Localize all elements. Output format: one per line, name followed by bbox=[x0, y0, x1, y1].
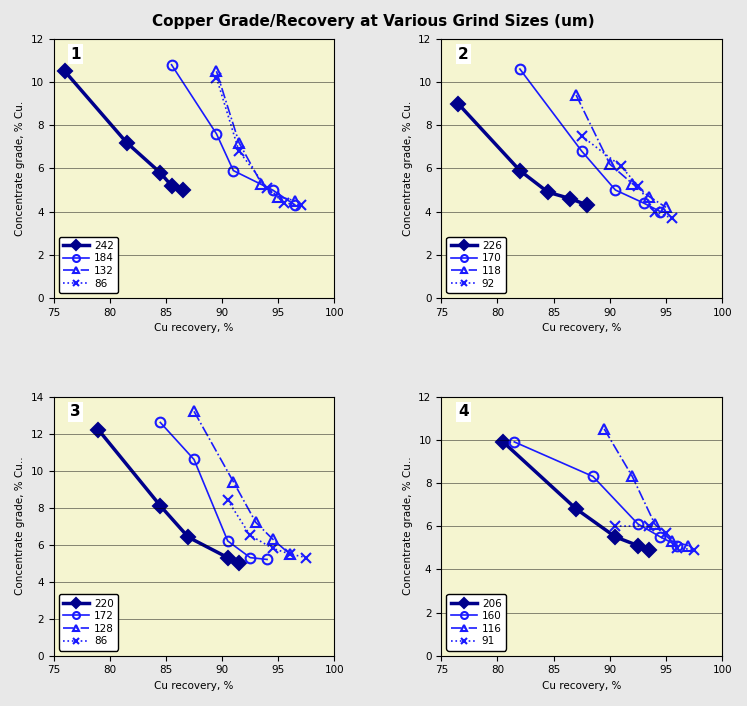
Text: 2: 2 bbox=[458, 47, 469, 61]
Y-axis label: Concentrate grade, % Cu..: Concentrate grade, % Cu.. bbox=[403, 457, 412, 595]
Text: 1: 1 bbox=[70, 47, 81, 61]
Legend: 242, 184, 132, 86: 242, 184, 132, 86 bbox=[59, 237, 118, 293]
Legend: 206, 160, 116, 91: 206, 160, 116, 91 bbox=[447, 594, 506, 650]
Text: 4: 4 bbox=[458, 405, 468, 419]
Y-axis label: Concentrate grade, % Cu.: Concentrate grade, % Cu. bbox=[403, 101, 412, 236]
Legend: 220, 172, 128, 86: 220, 172, 128, 86 bbox=[59, 594, 118, 650]
Y-axis label: Concentrate grade, % Cu.: Concentrate grade, % Cu. bbox=[15, 101, 25, 236]
Y-axis label: Concentrate grade, % Cu..: Concentrate grade, % Cu.. bbox=[15, 457, 25, 595]
Text: Copper Grade/Recovery at Various Grind Sizes (um): Copper Grade/Recovery at Various Grind S… bbox=[152, 14, 595, 29]
Text: 3: 3 bbox=[70, 405, 81, 419]
X-axis label: Cu recovery, %: Cu recovery, % bbox=[542, 681, 622, 691]
X-axis label: Cu recovery, %: Cu recovery, % bbox=[542, 323, 622, 333]
Legend: 226, 170, 118, 92: 226, 170, 118, 92 bbox=[447, 237, 506, 293]
X-axis label: Cu recovery, %: Cu recovery, % bbox=[155, 323, 234, 333]
X-axis label: Cu recovery, %: Cu recovery, % bbox=[155, 681, 234, 691]
